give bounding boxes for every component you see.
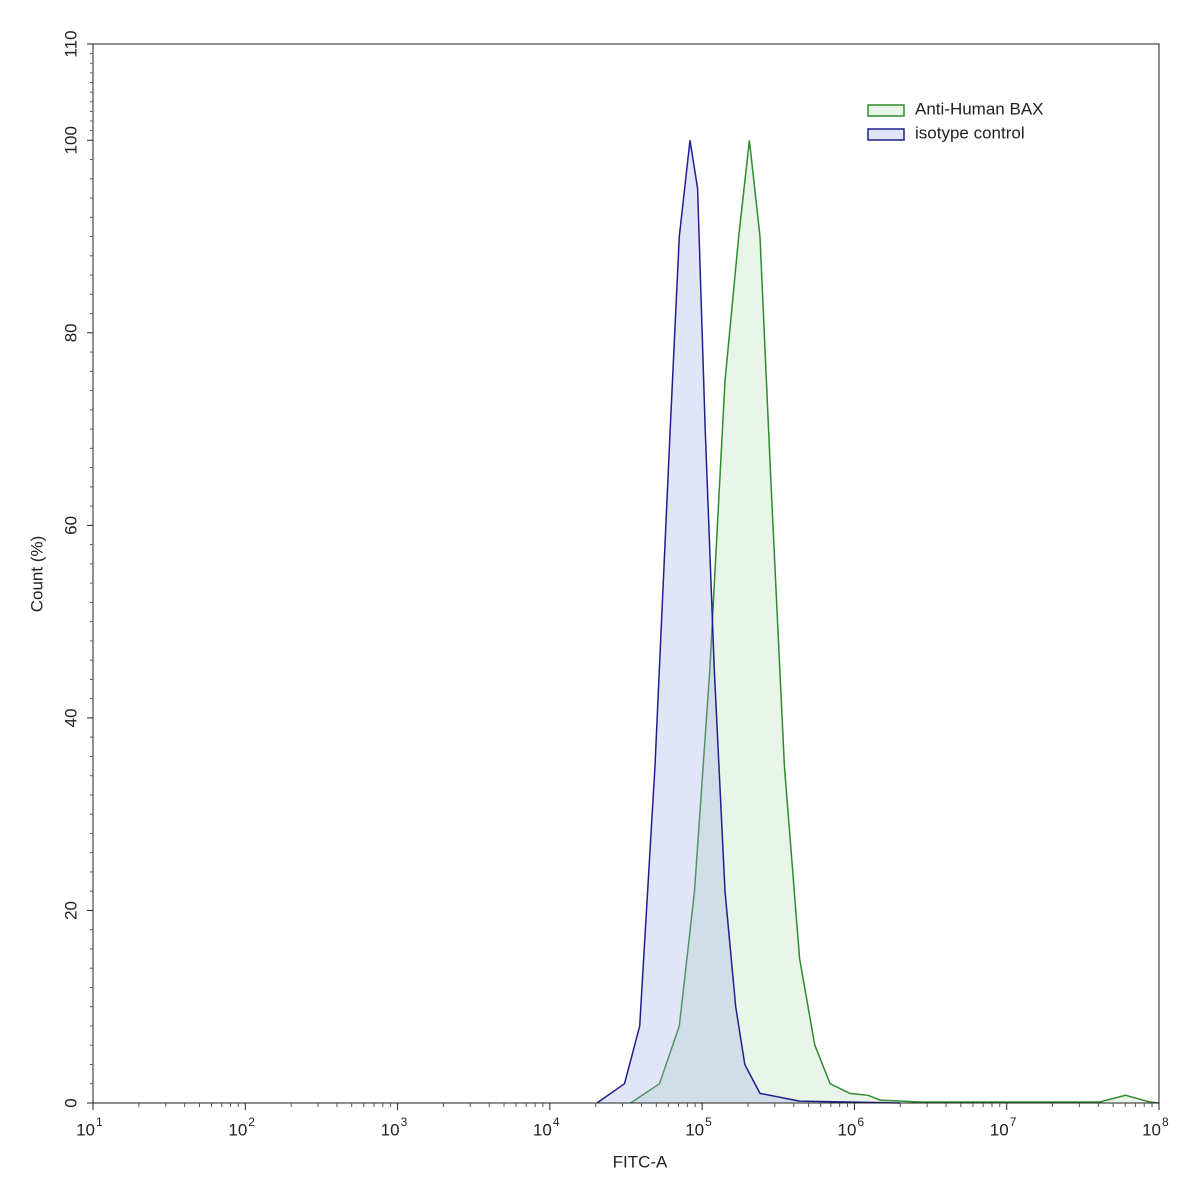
x-tick-exponent: 8 <box>1162 1115 1169 1129</box>
y-tick-label: 80 <box>61 323 80 342</box>
x-axis-title: FITC-A <box>613 1152 668 1171</box>
area-fill <box>630 140 1159 1104</box>
legend-swatch <box>867 104 905 117</box>
x-tick-exponent: 4 <box>553 1115 560 1129</box>
y-axis-title: Count (%) <box>27 536 46 613</box>
x-tick-exponent: 3 <box>401 1115 408 1129</box>
x-tick-label: 10 <box>76 1120 95 1139</box>
x-tick-label: 10 <box>838 1120 857 1139</box>
x-tick-label: 10 <box>533 1120 552 1139</box>
x-tick-label: 10 <box>1142 1120 1161 1139</box>
legend-label: isotype control <box>915 123 1025 142</box>
y-tick-label: 60 <box>61 516 80 535</box>
x-tick-exponent: 1 <box>96 1115 103 1129</box>
y-tick-label: 100 <box>61 126 80 154</box>
y-tick-label: 110 <box>61 30 80 57</box>
legend-label: Anti-Human BAX <box>915 99 1044 118</box>
x-tick-exponent: 2 <box>248 1115 255 1129</box>
y-tick-label: 0 <box>61 1098 80 1107</box>
x-tick-exponent: 6 <box>857 1115 864 1129</box>
series-line <box>630 140 1160 1104</box>
y-tick-label: 40 <box>61 708 80 727</box>
x-tick-label: 10 <box>990 1120 1009 1139</box>
plot-frame <box>92 43 1160 1104</box>
legend-swatch <box>867 128 905 141</box>
x-tick-label: 10 <box>381 1120 400 1139</box>
series-line <box>596 140 901 1104</box>
x-tick-exponent: 7 <box>1010 1115 1017 1129</box>
x-tick-label: 10 <box>685 1120 704 1139</box>
x-tick-exponent: 5 <box>705 1115 712 1129</box>
x-tick-label: 10 <box>228 1120 247 1139</box>
y-tick-label: 20 <box>61 901 80 920</box>
